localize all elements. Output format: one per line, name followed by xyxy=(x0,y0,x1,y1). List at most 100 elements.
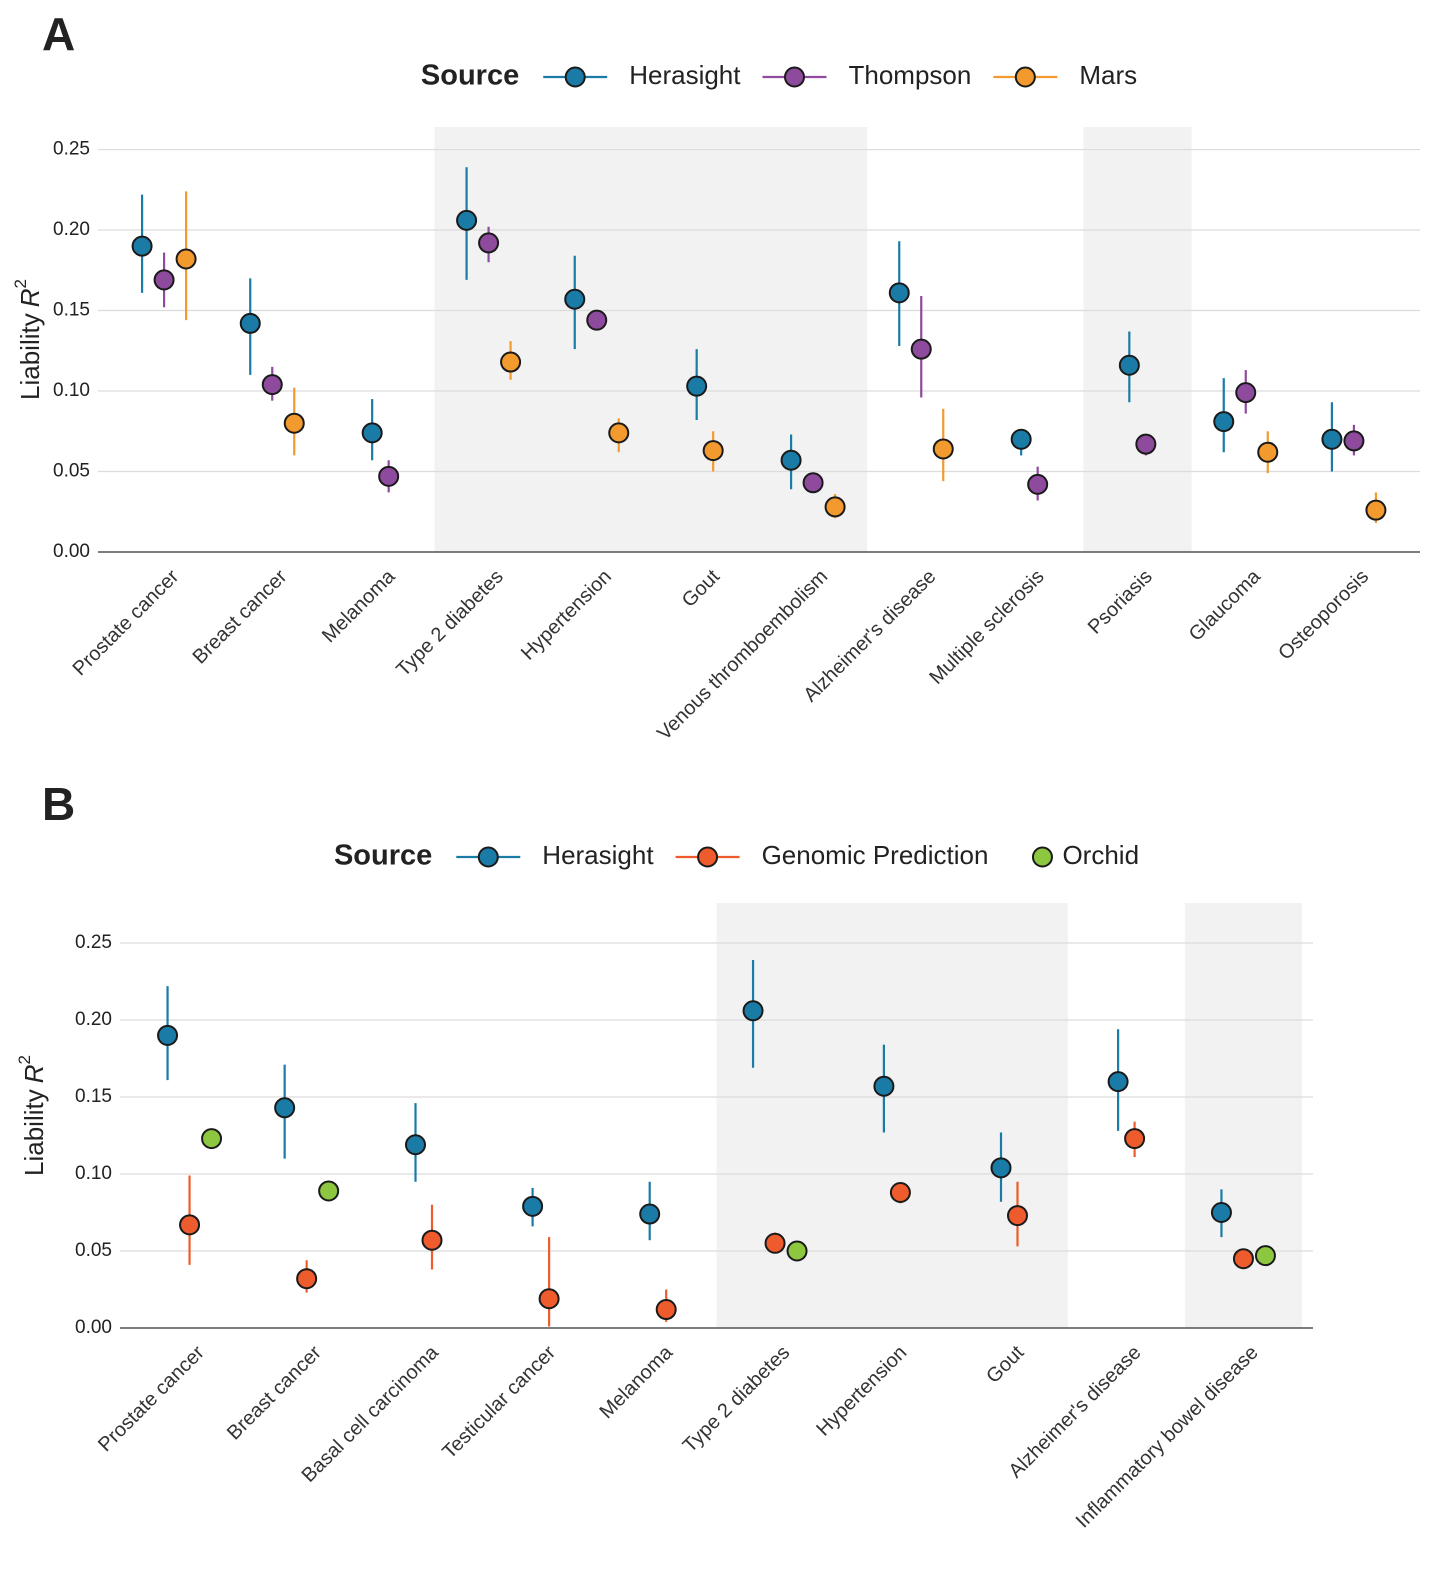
x-tick-label: Multiple sclerosis xyxy=(925,566,1048,689)
legend-label: Herasight xyxy=(542,840,654,870)
point xyxy=(802,472,824,494)
panel-label: B xyxy=(42,778,75,830)
y-tick-label: 0.00 xyxy=(75,1317,112,1338)
point xyxy=(702,440,724,462)
point xyxy=(1027,473,1049,495)
y-tick-label: 0.15 xyxy=(53,300,90,321)
y-label-text: Liability xyxy=(15,313,45,400)
point xyxy=(586,309,608,331)
point xyxy=(157,1024,179,1046)
point xyxy=(1107,1071,1129,1093)
point xyxy=(239,312,261,334)
legend-title: Source xyxy=(334,840,432,872)
point xyxy=(1232,1248,1254,1270)
legend-label: Thompson xyxy=(848,60,971,90)
x-tick-label: Psoriasis xyxy=(1084,566,1157,639)
shaded-region xyxy=(434,127,868,552)
legend-label: Herasight xyxy=(629,60,741,90)
point xyxy=(361,422,383,444)
panel: 0.00 0.05 0.10 0.15 0.20 0.25 Liability R2 Prost… xyxy=(11,8,1420,745)
x-tick-label: Venous thromboembolism xyxy=(653,566,832,745)
point xyxy=(786,1240,808,1262)
shaded-region xyxy=(1083,127,1192,552)
x-tick-label: Glaucoma xyxy=(1185,565,1266,646)
y-tick-label: 0.00 xyxy=(53,541,90,562)
y-label-exponent: 2 xyxy=(15,1055,34,1064)
point xyxy=(888,282,910,304)
point xyxy=(296,1268,318,1290)
panel-label: A xyxy=(42,8,75,60)
y-tick-label: 0.10 xyxy=(53,380,90,401)
point xyxy=(538,1288,560,1310)
point xyxy=(500,351,522,373)
y-axis-label: Liability R2 xyxy=(15,1055,48,1176)
point xyxy=(1235,382,1257,404)
legend: Source Herasight Genomic Prediction Orchid xyxy=(334,840,1139,872)
point xyxy=(456,209,478,231)
point xyxy=(421,1229,443,1251)
panel: 0.00 0.05 0.10 0.15 0.20 0.25 Liability R2 Prost… xyxy=(15,778,1313,1532)
y-tick-label: 0.05 xyxy=(53,461,90,482)
x-tick-label: Hypertension xyxy=(812,1342,911,1441)
point xyxy=(742,1000,764,1022)
point xyxy=(1321,428,1343,450)
point xyxy=(873,1075,895,1097)
point xyxy=(889,1181,911,1203)
point xyxy=(478,232,500,254)
point xyxy=(405,1134,426,1156)
point xyxy=(1135,433,1157,455)
point xyxy=(1257,441,1279,463)
point xyxy=(318,1180,340,1202)
point xyxy=(1007,1205,1028,1227)
legend-label: Mars xyxy=(1079,60,1137,90)
point xyxy=(990,1157,1012,1179)
legend-marker xyxy=(564,66,586,88)
legend-marker xyxy=(783,66,805,88)
x-tick-label: Gout xyxy=(982,1341,1029,1388)
x-tick-label: Alzheimer's disease xyxy=(1005,1342,1146,1483)
x-tick-label: Osteoporosis xyxy=(1274,566,1373,665)
x-tick-label: Hypertension xyxy=(517,566,616,665)
x-tick-label: Breast cancer xyxy=(189,565,292,668)
point xyxy=(1124,1128,1146,1150)
legend: Source Herasight Thompson Mars xyxy=(421,60,1137,92)
x-tick-label: Type 2 diabetes xyxy=(392,566,507,681)
y-axis-label: Liability R2 xyxy=(11,279,44,400)
point xyxy=(175,248,197,270)
legend-label: Orchid xyxy=(1062,840,1139,870)
y-tick-label: 0.25 xyxy=(75,932,112,953)
point xyxy=(780,449,802,471)
point xyxy=(131,235,153,257)
y-tick-label: 0.10 xyxy=(75,1163,112,1184)
x-tick-label: Breast cancer xyxy=(223,1341,326,1444)
point xyxy=(932,438,954,460)
point xyxy=(179,1214,201,1236)
point xyxy=(639,1203,661,1225)
point xyxy=(910,338,932,360)
point xyxy=(1118,354,1140,376)
point xyxy=(274,1097,296,1119)
point xyxy=(201,1128,223,1150)
point xyxy=(1010,428,1032,450)
legend-marker xyxy=(697,846,719,868)
y-label-variable: R xyxy=(15,288,45,307)
x-tick-label: Melanoma xyxy=(318,565,400,647)
point xyxy=(153,269,175,291)
point xyxy=(1343,430,1365,452)
point xyxy=(1254,1245,1276,1267)
point xyxy=(608,422,630,444)
x-tick-label: Type 2 diabetes xyxy=(679,1342,794,1457)
x-tick-label: Prostate cancer xyxy=(69,565,184,680)
x-tick-label: Testicular cancer xyxy=(438,1341,560,1463)
legend-marker xyxy=(1014,66,1036,88)
y-label-exponent: 2 xyxy=(11,279,30,288)
point xyxy=(764,1232,786,1254)
legend-title: Source xyxy=(421,60,519,92)
point xyxy=(261,374,283,396)
y-tick-label: 0.15 xyxy=(75,1086,112,1107)
point xyxy=(686,375,708,397)
point xyxy=(824,496,846,518)
y-tick-label: 0.25 xyxy=(53,139,90,160)
legend-label: Genomic Prediction xyxy=(762,840,989,870)
